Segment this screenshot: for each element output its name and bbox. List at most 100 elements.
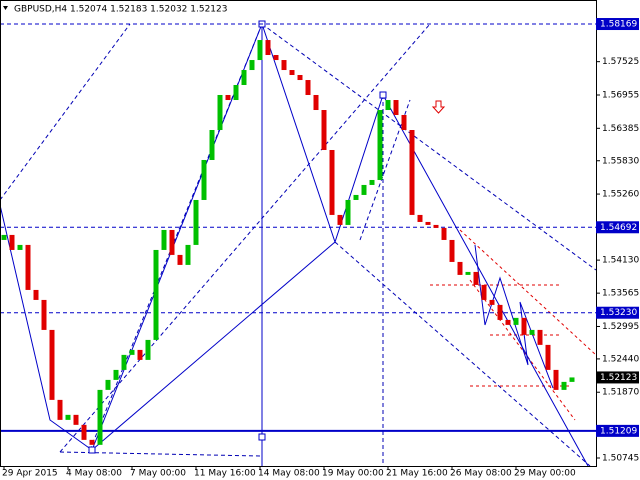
sell-arrow <box>431 100 446 114</box>
x-tick-label: 4 May 08:00 <box>66 469 122 479</box>
candle <box>121 354 127 370</box>
candle <box>257 40 263 61</box>
y-tick-label: 1.52995 <box>602 322 639 332</box>
dashed-trend <box>59 23 431 453</box>
candle <box>201 159 207 200</box>
candle <box>385 100 391 111</box>
candle <box>9 234 15 250</box>
candle <box>417 214 423 222</box>
plot-border <box>0 0 597 467</box>
candle <box>473 271 479 285</box>
dashed-trend <box>0 23 131 201</box>
candle <box>401 114 407 131</box>
x-tick-label: 29 Apr 2015 <box>2 469 58 479</box>
candle <box>497 304 503 320</box>
candle <box>273 55 279 61</box>
level-label: 1.51209 <box>600 426 637 436</box>
candle <box>553 369 559 390</box>
price-label: 1.52123 <box>600 373 637 383</box>
level-label-box <box>596 221 639 234</box>
candle <box>217 94 223 131</box>
candle <box>409 130 415 215</box>
candle <box>169 229 175 255</box>
candle <box>505 319 511 325</box>
candle <box>113 369 119 380</box>
candle <box>145 339 151 360</box>
red-channel <box>469 279 576 421</box>
candle <box>209 130 215 160</box>
candle <box>529 329 535 335</box>
candle <box>313 94 319 111</box>
dashed-trend <box>334 241 591 467</box>
candle <box>185 244 191 265</box>
candle <box>569 377 575 382</box>
candle <box>65 414 71 420</box>
x-tick-label: 26 May 08:00 <box>450 469 512 479</box>
x-tick-label: 29 May 00:00 <box>514 469 576 479</box>
y-tick-label: 1.53565 <box>602 289 639 299</box>
candle <box>353 194 359 200</box>
candle <box>369 179 375 185</box>
candle <box>57 399 63 420</box>
candle <box>193 199 199 245</box>
candle <box>441 227 447 240</box>
y-tick-label: 1.56385 <box>602 124 639 134</box>
x-tick-label: 19 May 00:00 <box>322 469 384 479</box>
axes: 1.57525 1.56955 1.56385 1.55830 1.55260 1.541… <box>2 18 639 479</box>
x-tick-label: 14 May 08:00 <box>258 469 320 479</box>
candle <box>249 60 255 71</box>
candle <box>41 299 47 330</box>
y-tick-label: 1.51870 <box>602 388 639 398</box>
candle <box>561 381 567 390</box>
candle <box>81 424 87 440</box>
candle <box>305 80 311 95</box>
candle <box>337 214 343 225</box>
candle <box>545 344 551 370</box>
candle <box>241 70 247 85</box>
candle <box>361 184 367 195</box>
candle <box>137 349 143 360</box>
candle <box>513 317 519 325</box>
candle <box>153 249 159 340</box>
candle <box>265 40 271 56</box>
candle <box>1 234 7 240</box>
price-label-box <box>596 371 639 384</box>
candle <box>105 379 111 390</box>
candle <box>129 349 135 355</box>
candle <box>225 94 231 101</box>
level-label: 1.54692 <box>600 223 637 233</box>
candle <box>329 149 335 215</box>
candle <box>377 110 383 180</box>
candle <box>33 289 39 300</box>
dashed-trend <box>261 23 597 271</box>
vertex <box>379 91 387 99</box>
candle <box>457 261 463 275</box>
red-channel <box>459 229 597 356</box>
candle <box>89 439 95 445</box>
wave-line <box>91 241 336 451</box>
candle <box>449 239 455 262</box>
level-label-box <box>596 18 639 31</box>
vertex <box>88 446 96 454</box>
candle <box>393 100 399 115</box>
candle <box>481 284 487 300</box>
candle <box>281 60 287 71</box>
level-label: 1.58169 <box>600 20 637 30</box>
chart-title: GBPUSD,H4 1.52074 1.52183 1.52032 1.5212… <box>14 5 227 15</box>
dashed-trend <box>359 99 411 241</box>
candle <box>73 414 79 425</box>
candle <box>321 110 327 150</box>
candle <box>465 271 471 275</box>
y-tick-label: 1.55260 <box>602 190 639 200</box>
candle <box>433 224 439 228</box>
y-tick-label: 1.52440 <box>602 354 639 364</box>
x-tick-label: 21 May 16:00 <box>386 469 448 479</box>
candles <box>1 40 575 445</box>
candle <box>177 254 183 265</box>
level-label-box <box>596 424 639 437</box>
x-tick-label: 7 May 00:00 <box>130 469 186 479</box>
candle <box>49 329 55 400</box>
dashed-base <box>59 451 261 457</box>
